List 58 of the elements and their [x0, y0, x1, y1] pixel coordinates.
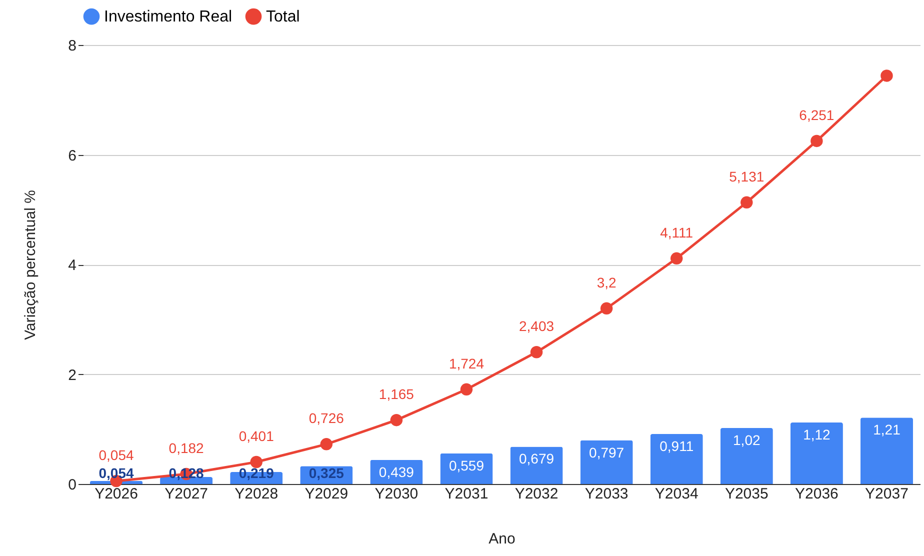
x-tick-label: Y2029 [304, 486, 348, 502]
x-tick-label: Y2027 [164, 486, 208, 502]
point [530, 346, 543, 358]
x-tick-label: Y2031 [444, 486, 488, 502]
data-label: 2,403 [518, 318, 554, 334]
data-label: 1,165 [378, 386, 414, 402]
data-label: 0,182 [168, 440, 204, 456]
bar [790, 422, 843, 484]
x-tick-label: Y2037 [865, 486, 908, 502]
y-tick-label: 0 [68, 476, 76, 494]
point [600, 302, 613, 315]
data-label: 0,401 [238, 428, 274, 444]
x-tick-label: Y2026 [94, 486, 138, 502]
x-tick-label: Y2030 [374, 486, 418, 502]
legend-label: Total [266, 8, 300, 26]
data-label: 0,797 [589, 444, 624, 460]
y-tick-label: 6 [68, 147, 76, 164]
data-label: 6,251 [799, 106, 834, 123]
data-label: 0,726 [308, 410, 344, 426]
y-tick-label: 8 [68, 38, 76, 54]
x-tick-label: Y2032 [514, 486, 558, 502]
bar [510, 446, 563, 484]
data-label: 0,679 [518, 450, 554, 467]
legend-label: Investimento Real [104, 8, 232, 26]
data-label: 5,131 [729, 168, 764, 184]
data-label: 0,911 [660, 438, 694, 454]
point [880, 70, 893, 82]
data-label: 1,724 [448, 355, 484, 372]
y-tick-label: 2 [68, 366, 76, 384]
x-axis-title: Ano [488, 530, 516, 548]
data-label: 0,559 [448, 457, 484, 474]
x-tick-label: Y2033 [584, 486, 628, 502]
data-label: 3,2 [596, 274, 617, 290]
point [250, 456, 262, 468]
point [740, 196, 753, 209]
data-label: 0,054 [98, 465, 134, 481]
point [810, 134, 823, 148]
point [390, 414, 403, 426]
point [670, 252, 683, 265]
bar [650, 434, 703, 484]
data-label: 4,111 [660, 224, 694, 240]
bar [720, 428, 773, 484]
data-label: 0,054 [98, 447, 134, 464]
data-label: 0,439 [378, 464, 414, 480]
data-label: 1,21 [873, 422, 901, 438]
x-tick-label: Y2028 [234, 486, 278, 502]
x-tick-label: Y2035 [724, 486, 768, 502]
bar [860, 418, 913, 484]
data-label: 1,12 [803, 426, 831, 443]
bar [580, 440, 633, 484]
y-tick-label: 4 [68, 257, 76, 274]
point [460, 383, 473, 396]
data-label: 1,02 [733, 432, 760, 448]
data-label: 0,325 [308, 465, 344, 481]
point [320, 438, 333, 450]
x-tick-label: Y2034 [654, 486, 698, 502]
y-axis-title: Variação percentual % [22, 190, 40, 340]
x-tick-label: Y2036 [795, 486, 838, 502]
